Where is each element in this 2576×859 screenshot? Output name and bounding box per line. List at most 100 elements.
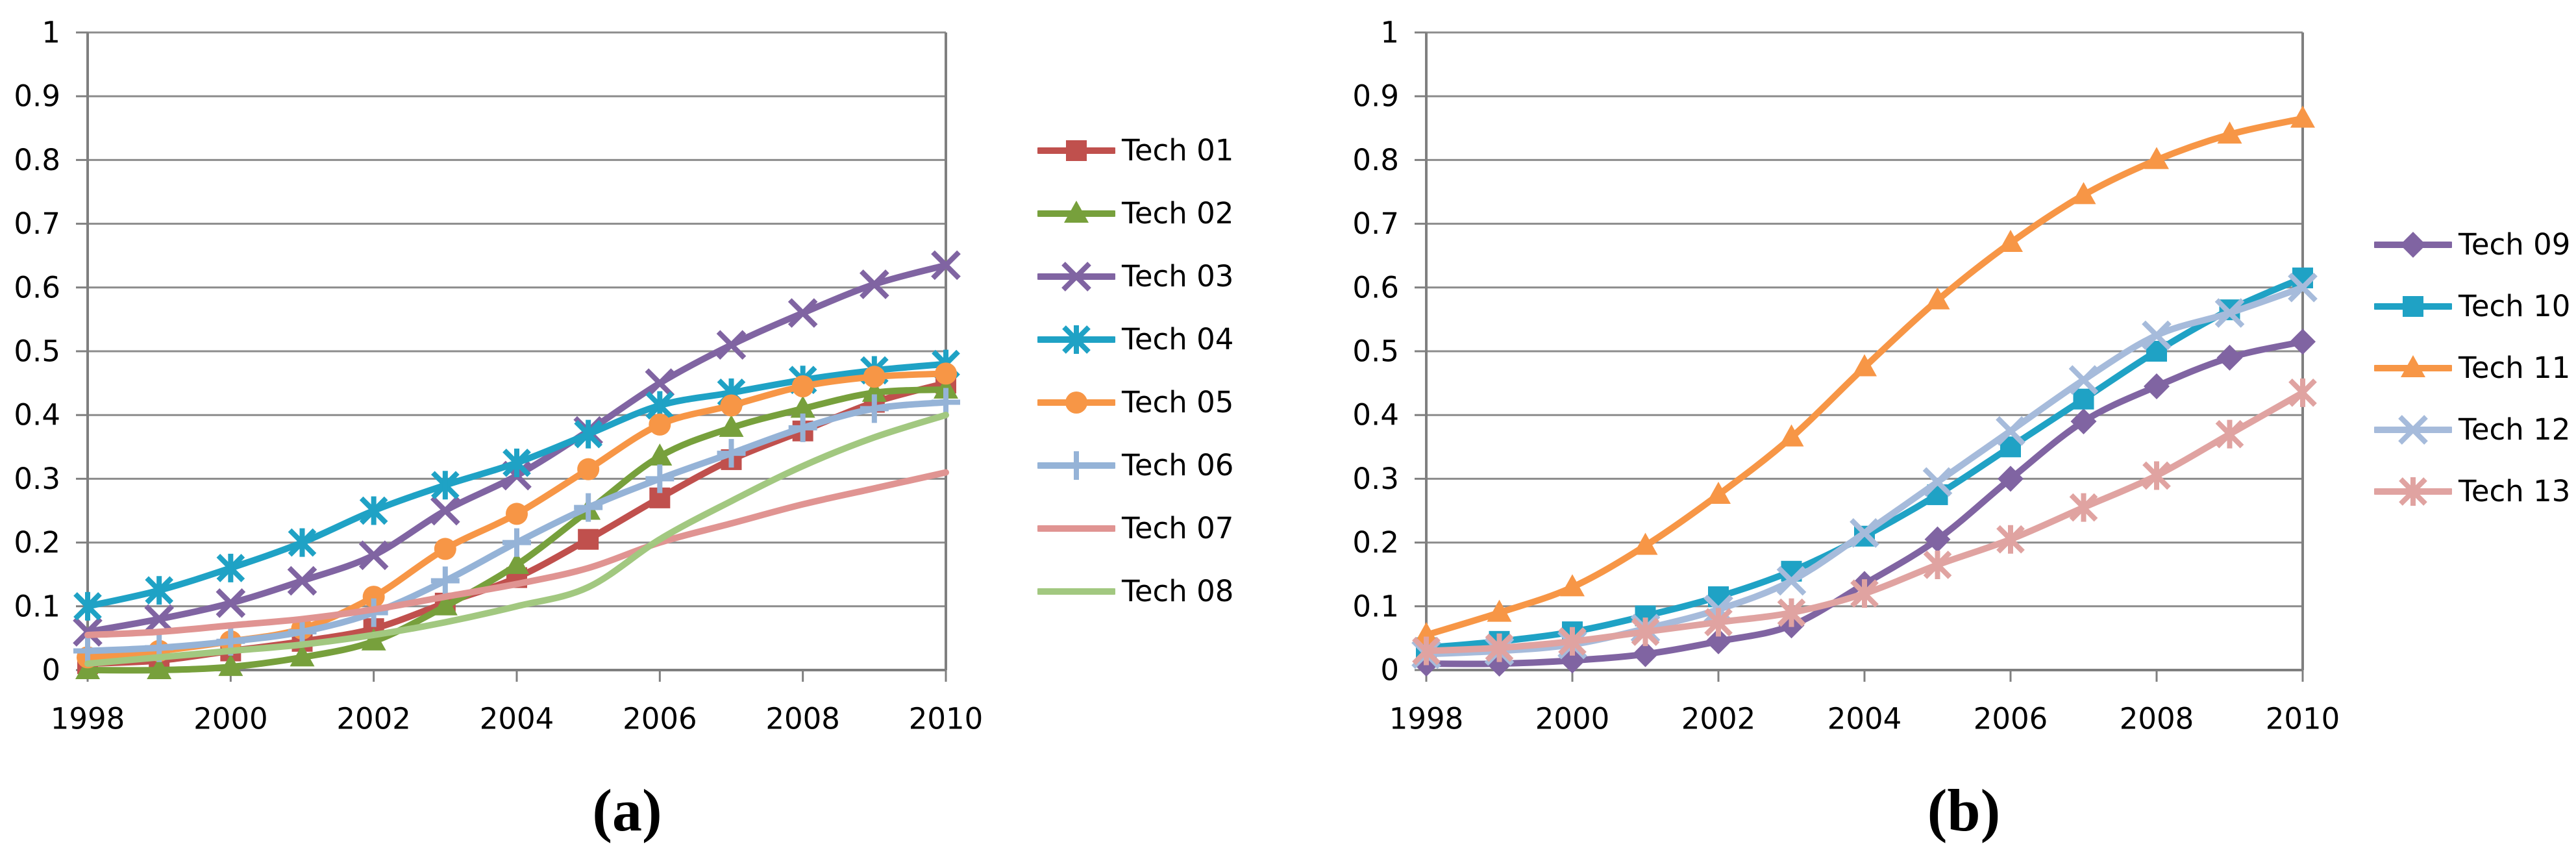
y-tick-label: 0.7 bbox=[14, 206, 60, 241]
x-icon bbox=[430, 495, 460, 526]
legend-label-tech-11: Tech 11 bbox=[2458, 351, 2571, 385]
asterisk-icon bbox=[502, 448, 531, 477]
x-icon bbox=[2142, 320, 2172, 351]
x-icon bbox=[2214, 298, 2245, 328]
x-icon bbox=[1922, 467, 1953, 497]
legend-item-tech-08: Tech 08 bbox=[1037, 575, 1233, 608]
asterisk-icon bbox=[1485, 633, 1514, 662]
x-tick-label: 2008 bbox=[765, 702, 840, 736]
legend-item-tech-03: Tech 03 bbox=[1037, 260, 1233, 293]
legend-marker-circle-icon bbox=[1037, 392, 1115, 414]
diamond-icon bbox=[2144, 373, 2170, 400]
triangle-icon bbox=[647, 443, 673, 466]
legend-marker-line-icon bbox=[1037, 588, 1115, 595]
circle-icon bbox=[791, 375, 814, 398]
square-icon bbox=[578, 529, 599, 550]
y-tick-label: 0.5 bbox=[14, 334, 60, 369]
legend-label-tech-12: Tech 12 bbox=[2458, 412, 2571, 447]
diamond-icon bbox=[1998, 466, 2024, 492]
legend-label-tech-09: Tech 09 bbox=[2458, 227, 2571, 262]
x-icon bbox=[2068, 365, 2099, 395]
legend-label-tech-05: Tech 05 bbox=[1122, 385, 1234, 419]
triangle-icon bbox=[790, 395, 815, 418]
circle-icon bbox=[362, 586, 385, 608]
triangle-icon bbox=[432, 593, 458, 616]
x-icon bbox=[1776, 566, 1807, 596]
triangle-icon bbox=[2290, 105, 2315, 128]
x-tick-label: 1998 bbox=[51, 702, 125, 736]
asterisk-icon bbox=[359, 496, 388, 525]
legend-item-tech-10: Tech 10 bbox=[2374, 290, 2570, 323]
y-tick-label: 0.6 bbox=[1352, 270, 1399, 305]
diamond-icon bbox=[2400, 232, 2426, 258]
legend-item-tech-04: Tech 04 bbox=[1037, 323, 1233, 356]
triangle-icon bbox=[934, 376, 958, 399]
asterisk-icon bbox=[1923, 550, 1952, 579]
legend-label-tech-01: Tech 01 bbox=[1122, 133, 1234, 168]
asterisk-icon bbox=[2215, 419, 2244, 449]
asterisk-icon bbox=[1704, 608, 1733, 637]
diamond-icon bbox=[1632, 641, 1659, 667]
asterisk-icon bbox=[216, 553, 245, 582]
circle-icon bbox=[863, 366, 886, 388]
legend-marker-square-icon bbox=[2374, 296, 2452, 317]
x-icon bbox=[144, 604, 174, 634]
y-tick-label: 0.4 bbox=[14, 398, 60, 432]
asterisk-icon bbox=[1558, 627, 1587, 656]
x-tick-label: 2004 bbox=[1827, 702, 1902, 736]
y-tick-label: 0.9 bbox=[1352, 79, 1399, 114]
circle-icon bbox=[935, 362, 957, 385]
y-tick-label: 0.9 bbox=[14, 79, 60, 114]
triangle-icon bbox=[2401, 355, 2425, 377]
triangle-icon bbox=[1706, 481, 1731, 504]
x-icon bbox=[287, 566, 317, 596]
y-tick-label: 0 bbox=[1380, 653, 1399, 688]
y-tick-label: 1 bbox=[1380, 16, 1399, 50]
legend-marker-asterisk-icon bbox=[2374, 477, 2452, 506]
triangle-icon bbox=[1925, 287, 1950, 310]
circle-icon bbox=[577, 458, 600, 480]
gridlines bbox=[1426, 31, 2303, 608]
asterisk-icon bbox=[574, 419, 602, 449]
plus-icon bbox=[430, 566, 460, 595]
y-tick-label: 0.1 bbox=[1352, 589, 1399, 623]
x-icon bbox=[931, 250, 961, 280]
circle-icon bbox=[434, 538, 456, 560]
y-tick-label: 0 bbox=[42, 653, 60, 688]
plus-icon bbox=[502, 528, 531, 557]
triangle-icon bbox=[147, 657, 172, 679]
asterisk-icon bbox=[1412, 636, 1441, 666]
x-tick-label: 2002 bbox=[336, 702, 411, 736]
legend-item-tech-12: Tech 12 bbox=[2374, 414, 2570, 446]
legend-label-tech-06: Tech 06 bbox=[1122, 448, 1234, 482]
triangle-icon bbox=[2071, 182, 2096, 205]
triangle-icon bbox=[361, 628, 386, 651]
asterisk-icon bbox=[2288, 378, 2317, 407]
legend-item-tech-02: Tech 02 bbox=[1037, 197, 1233, 230]
plus-icon bbox=[1062, 451, 1091, 480]
legend-label-tech-03: Tech 03 bbox=[1122, 259, 1234, 293]
x-icon bbox=[860, 269, 889, 299]
legend-item-tech-05: Tech 05 bbox=[1037, 386, 1233, 419]
chart-a-sublabel: (a) bbox=[592, 777, 662, 843]
legend-item-tech-13: Tech 13 bbox=[2374, 475, 2570, 508]
series-line-tech-09 bbox=[1423, 338, 2306, 667]
legend-marker-x-icon bbox=[1037, 262, 1115, 292]
axis-labels: 0 0.1 0.2 0.3 0.4 0.5 0.6 0.7 0.8 0.9 1 1998 2000 200… bbox=[14, 16, 983, 736]
x-icon bbox=[216, 588, 246, 618]
x-tick-label: 2010 bbox=[2266, 702, 2340, 736]
y-tick-label: 0.7 bbox=[1352, 206, 1399, 241]
x-icon bbox=[2398, 415, 2428, 445]
asterisk-icon bbox=[1850, 579, 1879, 608]
triangle-icon bbox=[1064, 201, 1089, 223]
diamond-icon bbox=[2290, 329, 2316, 355]
triangle-icon bbox=[2144, 147, 2169, 169]
x-icon bbox=[1996, 416, 2025, 446]
y-tick-label: 1 bbox=[42, 16, 60, 50]
legend-item-tech-11: Tech 11 bbox=[2374, 352, 2570, 384]
x-icon bbox=[2288, 272, 2318, 303]
axis-labels: 0 0.1 0.2 0.3 0.4 0.5 0.6 0.7 0.8 0.9 1 1998 2000 200… bbox=[1352, 16, 2340, 736]
y-tick-label: 0.1 bbox=[14, 589, 60, 623]
legend-marker-triangle-icon bbox=[1037, 201, 1115, 223]
chart-b-canvas: 0 0.1 0.2 0.3 0.4 0.5 0.6 0.7 0.8 0.9 1 1998 2000 200… bbox=[1352, 16, 2340, 736]
